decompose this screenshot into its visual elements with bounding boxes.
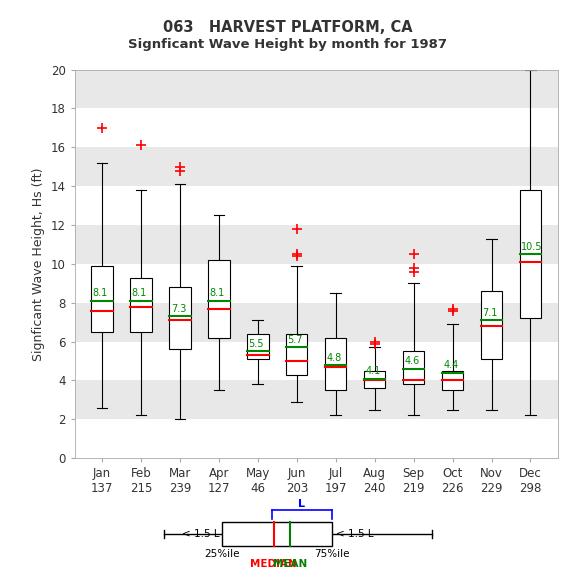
Bar [364,371,385,388]
Bar [75,70,558,108]
Bar [403,351,424,385]
Y-axis label: Signficant Wave Height, Hs (ft): Signficant Wave Height, Hs (ft) [32,167,45,361]
Bar [442,371,463,390]
Text: Signficant Wave Height by month for 1987: Signficant Wave Height by month for 1987 [128,38,447,50]
Bar [325,338,347,390]
Bar [75,380,558,419]
Bar [75,303,558,342]
Text: 7.1: 7.1 [482,308,498,318]
Text: MEDIAN: MEDIAN [250,559,297,569]
Text: 7.3: 7.3 [171,304,186,314]
Text: 5.7: 5.7 [288,335,303,345]
Bar [75,419,558,458]
Bar [75,147,558,186]
Text: 4.6: 4.6 [404,357,420,367]
Text: 8.1: 8.1 [93,288,108,299]
Text: < 1.5 L: < 1.5 L [182,529,220,539]
Bar [481,291,502,359]
Bar [208,260,229,338]
Text: MEAN: MEAN [273,559,307,569]
Text: 75%ile: 75%ile [315,549,350,559]
Text: < 1.5 L: < 1.5 L [336,529,374,539]
Text: 063   HARVEST PLATFORM, CA: 063 HARVEST PLATFORM, CA [163,20,412,35]
Bar [75,342,558,380]
Text: 5.5: 5.5 [248,339,264,349]
Text: 10.5: 10.5 [522,242,543,252]
Bar [520,190,541,318]
Bar [286,334,308,375]
Text: 4.1: 4.1 [366,366,381,376]
Bar [75,264,558,303]
Text: 8.1: 8.1 [210,288,225,299]
Text: 8.1: 8.1 [132,288,147,299]
Bar [131,277,152,332]
Bar [75,225,558,264]
Bar [75,186,558,225]
Text: 4.8: 4.8 [327,353,342,362]
Text: L: L [298,499,305,509]
Bar [169,287,191,349]
Bar [91,266,113,332]
Text: 4.4: 4.4 [443,360,459,371]
Bar [222,522,332,546]
Bar [247,334,269,359]
Text: 25%ile: 25%ile [204,549,240,559]
Bar [75,108,558,147]
